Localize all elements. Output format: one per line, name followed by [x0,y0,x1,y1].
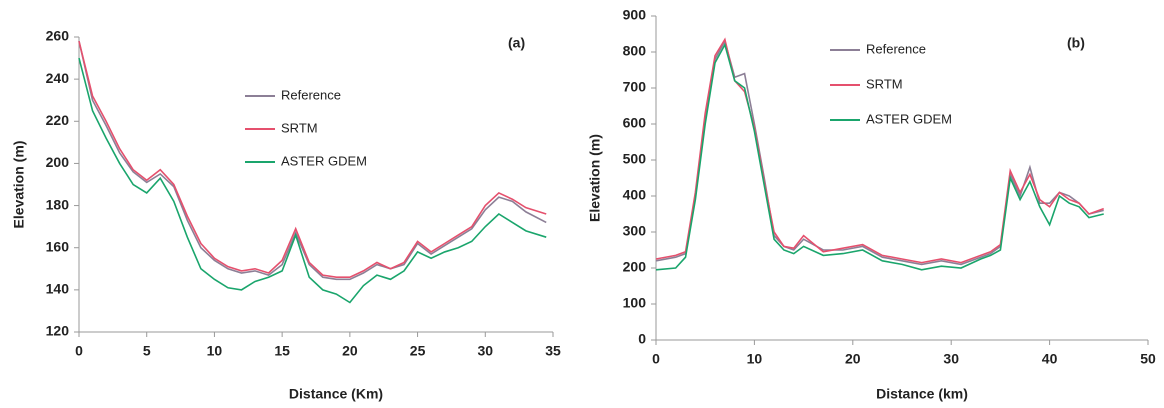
series-line [655,37,1104,264]
series-line [78,41,547,279]
y-tick-label: 120 [46,323,70,339]
y-tick-label: 260 [46,28,70,44]
x-tick-label: 15 [274,343,290,359]
legend-label: ASTER GDEM [866,111,952,126]
x-tick-label: 35 [545,343,561,359]
legend-label: ASTER GDEM [281,153,367,168]
x-axis-label: Distance (km) [876,386,968,402]
y-tick-label: 700 [623,79,647,95]
x-tick-label: 0 [652,351,660,367]
x-tick-label: 10 [207,343,223,359]
x-tick-label: 50 [1140,351,1156,367]
x-tick-label: 30 [477,343,493,359]
series-line [655,39,1104,266]
x-tick-label: 25 [410,343,426,359]
x-tick-label: 20 [845,351,861,367]
x-tick-label: 30 [943,351,959,367]
series-line [78,41,547,281]
x-tick-label: 0 [75,343,83,359]
y-tick-label: 400 [623,187,647,203]
y-tick-label: 800 [623,43,647,59]
y-tick-label: 200 [623,259,647,275]
x-axis-label: Distance (Km) [289,386,383,402]
series-line [78,57,547,304]
chart-label: (b) [1067,35,1085,51]
legend-label: Reference [281,87,341,102]
y-tick-label: 220 [46,112,70,128]
y-axis-label: Elevation (m) [11,141,27,229]
series-line [655,42,1104,271]
legend-label: SRTM [866,76,903,91]
chart-label: (a) [508,35,525,51]
y-axis-label: Elevation (m) [587,134,603,222]
y-tick-label: 500 [623,151,647,167]
y-tick-label: 180 [46,196,70,212]
x-tick-label: 40 [1042,351,1058,367]
x-tick-label: 5 [143,343,151,359]
y-tick-label: 100 [623,295,647,311]
y-tick-label: 200 [46,154,70,170]
legend-label: SRTM [281,120,318,135]
legend-label: Reference [866,41,926,56]
y-tick-label: 240 [46,70,70,86]
x-tick-label: 20 [342,343,358,359]
y-tick-label: 160 [46,238,70,254]
y-tick-label: 600 [623,115,647,131]
y-tick-label: 900 [623,7,647,23]
y-tick-label: 300 [623,223,647,239]
x-tick-label: 10 [747,351,763,367]
y-tick-label: 140 [46,281,70,297]
y-tick-label: 0 [638,331,646,347]
